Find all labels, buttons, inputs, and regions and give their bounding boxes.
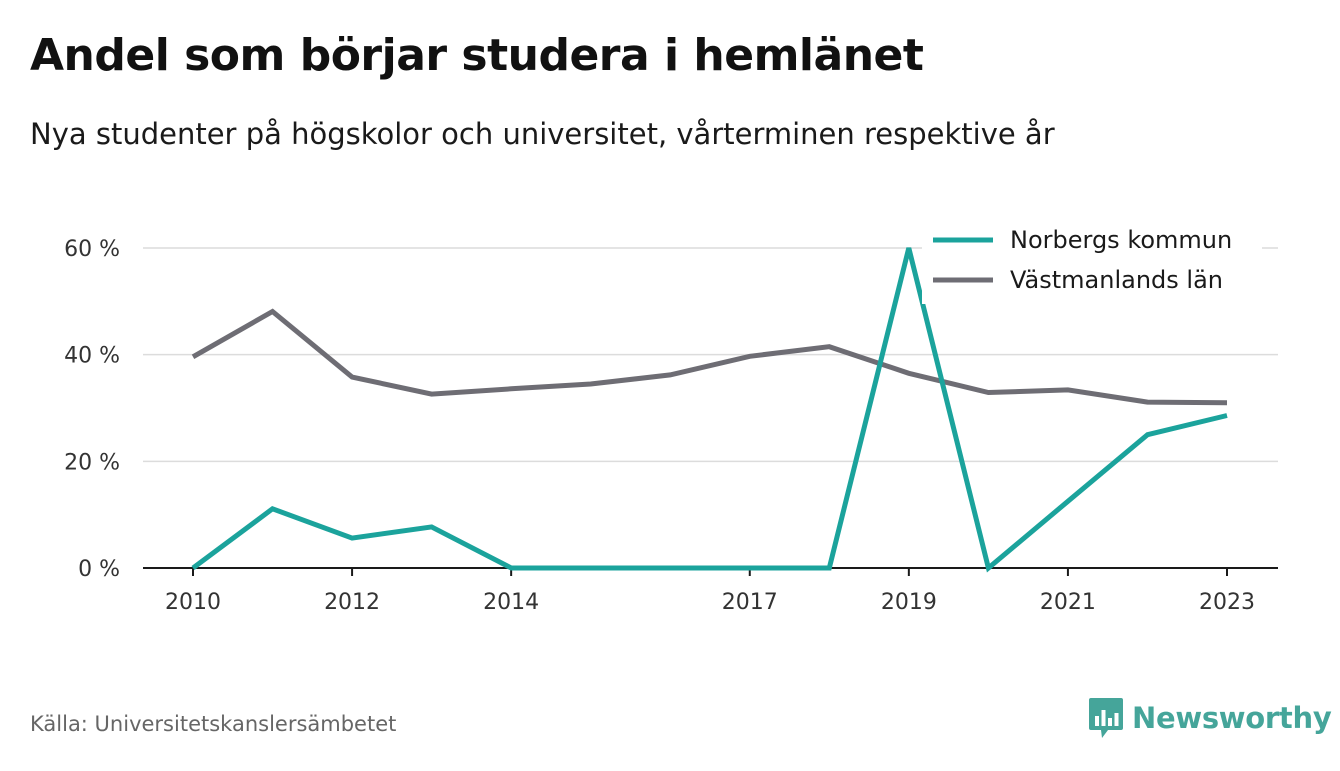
x-tick-label: 2023 <box>1199 590 1255 615</box>
y-axis-ticks: 0 % 20 % 40 % 60 % <box>64 237 120 582</box>
x-tick-label: 2019 <box>881 590 937 615</box>
series-lines <box>191 247 1228 573</box>
y-tick-label: 40 % <box>64 344 120 369</box>
x-tick-label: 2010 <box>165 590 221 615</box>
x-axis-ticks: 2010 2012 2014 2017 2019 2021 2023 <box>165 568 1255 615</box>
x-tick-label: 2014 <box>483 590 539 615</box>
bar-chart-bubble-icon <box>1089 698 1123 738</box>
brand-name: Newsworthy <box>1132 701 1332 735</box>
line-chart: 0 % 20 % 40 % 60 % 2010 2012 2014 2017 2019 2021… <box>64 218 1278 615</box>
y-tick-label: 20 % <box>64 450 120 475</box>
y-tick-label: 60 % <box>64 237 120 262</box>
legend-label: Västmanlands län <box>1010 266 1223 294</box>
x-tick-label: 2021 <box>1040 590 1096 615</box>
legend: Norbergs kommun Västmanlands län <box>922 218 1262 304</box>
x-tick-label: 2017 <box>722 590 778 615</box>
series-line-norbergs-kommun <box>191 247 1228 573</box>
legend-label: Norbergs kommun <box>1010 226 1232 254</box>
brand-logo: Newsworthy <box>1088 696 1332 740</box>
chart-subtitle: Nya studenter på högskolor och universit… <box>30 117 1055 151</box>
legend-background <box>922 218 1262 304</box>
x-tick-label: 2012 <box>324 590 380 615</box>
series-line-vastmanlands-lan <box>191 308 1228 406</box>
y-tick-label: 0 % <box>78 557 120 582</box>
chart-title: Andel som börjar studera i hemlänet <box>30 30 924 81</box>
source-note: Källa: Universitetskanslersämbetet <box>30 712 397 736</box>
